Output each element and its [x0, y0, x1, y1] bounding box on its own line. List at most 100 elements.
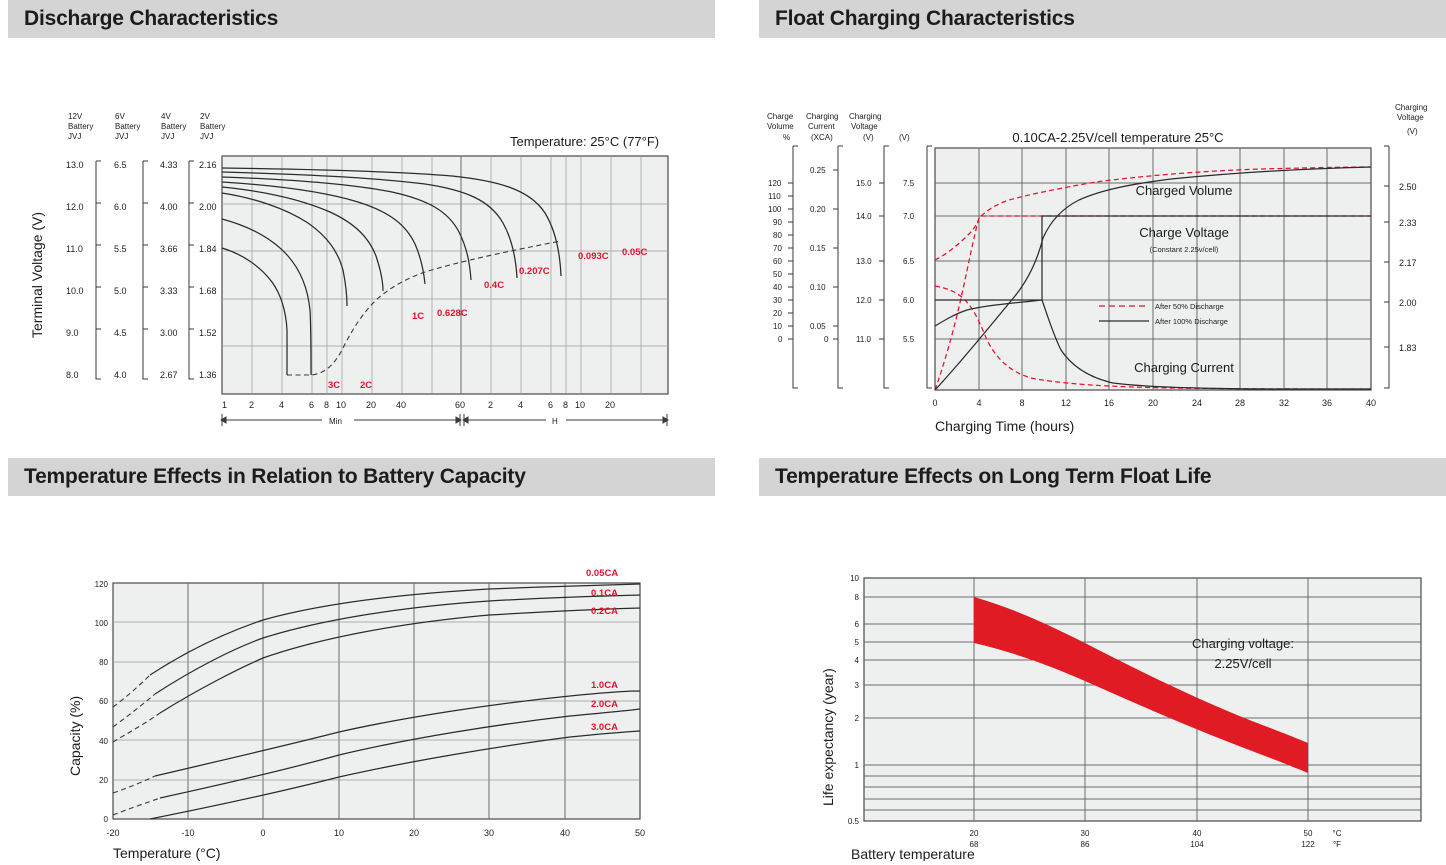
tempcap-ytick-2: 40	[99, 737, 108, 746]
discharge-xticks: 1 2 4 6 8 10 20 40 60 2 4 6 8 10 20	[222, 400, 615, 410]
float-vol-10: 20	[773, 309, 782, 318]
tempcap-ytick-1: 20	[99, 776, 108, 785]
tempcap-label-10ca: 1.0CA	[591, 680, 618, 691]
discharge-yaxis-headers: 12V Battery JVJ 6V Battery JVJ 4V Batter…	[68, 112, 225, 141]
floatlife-yticks: 10 8 6 5 4 3 2 1 0.5	[848, 574, 860, 826]
float-xlabel: Charging Time (hours)	[935, 418, 1074, 434]
yaxis-12v-header-3: JVJ	[68, 132, 81, 141]
tempcap-yticks: 0 20 40 60 80 100 120	[95, 580, 109, 824]
float-vol-12: 0	[778, 335, 783, 344]
float-vol-2: 100	[768, 205, 782, 214]
float-yaxis-current-h1: Charging	[806, 112, 838, 121]
discharge-plot-frame	[221, 155, 669, 395]
floatlife-xtick-f-1: 86	[1081, 840, 1090, 849]
panel-float: Float Charging Characteristics Charge Vo…	[751, 0, 1446, 450]
floatlife-ytick-5: 3	[855, 681, 860, 690]
float-right-3: 2.00	[1399, 298, 1417, 308]
float-ytick-volume: 120 110 100 90 80 70 60 50 40 30 20 10 0	[768, 179, 783, 344]
xtick-12: 8	[563, 400, 568, 410]
floatlife-xtick-f-2: 104	[1190, 840, 1204, 849]
ytick-12v-2: 11.0	[66, 244, 83, 254]
panel-tempcap: Temperature Effects in Relation to Batte…	[0, 458, 723, 865]
tempcap-xtick-3: 10	[334, 828, 344, 838]
float-xtick-6: 24	[1192, 398, 1202, 408]
floatlife-xtick-f-3: 122	[1301, 840, 1315, 849]
xtick-6: 20	[366, 400, 376, 410]
ytick-12v-4: 9.0	[66, 328, 79, 338]
yaxis-4v-header-2: Battery	[161, 122, 186, 131]
tempcap-ytick-3: 60	[99, 697, 108, 706]
float-cur-4: 0.05	[810, 322, 826, 331]
tempcap-xtick-1: -10	[181, 828, 194, 838]
yaxis-6v-header-2: Battery	[115, 122, 140, 131]
xtick-8: 60	[455, 400, 465, 410]
discharge-ylabel: Terminal Voltage (V)	[29, 212, 45, 338]
floatlife-xtick-f-0: 68	[970, 840, 979, 849]
float-cell-2: 6.5	[903, 257, 915, 266]
curve-label-005c: 0.05C	[622, 247, 647, 258]
xtick-0: 1	[222, 400, 227, 410]
floatlife-ytick-2: 6	[855, 620, 860, 629]
discharge-gridlines	[222, 156, 668, 394]
tempcap-ylabel: Capacity (%)	[67, 696, 83, 776]
float-cell-1: 7.0	[903, 212, 915, 221]
ytick-6v-5: 4.0	[114, 370, 127, 380]
ytick-2v-3: 1.68	[199, 286, 217, 296]
tempcap-xtick-6: 40	[560, 828, 570, 838]
tempcap-xtick-2: 0	[260, 828, 265, 838]
panel-discharge-header: Discharge Characteristics	[8, 0, 715, 38]
tempcap-xtick-0: -20	[106, 828, 119, 838]
yaxis-6v-header-3: JVJ	[115, 132, 128, 141]
yaxis-6v-header-1: 6V	[115, 112, 125, 121]
float-label-charge-voltage: Charge Voltage	[1139, 225, 1229, 240]
float-xtick-7: 28	[1235, 398, 1245, 408]
floatlife-xunit-f: °F	[1333, 840, 1341, 849]
xtick-11: 6	[548, 400, 553, 410]
discharge-ytick-12v: 13.0 12.0 11.0 10.0 9.0 8.0	[66, 160, 84, 380]
float-yaxis-volume-h1: Charge	[767, 112, 794, 121]
float-yaxis-current-h3: (XCA)	[811, 133, 833, 142]
floatlife-band	[974, 597, 1308, 773]
floatlife-xlabel: Battery temperature	[851, 846, 975, 861]
curve-label-3c: 3C	[328, 380, 340, 391]
floatlife-chart: 10 8 6 5 4 3 2 1 0.5 Charging voltage: 2…	[751, 496, 1446, 861]
tempcap-xticks: -20 -10 0 10 20 30 40 50	[106, 828, 645, 838]
discharge-ytick-2v: 2.16 2.00 1.84 1.68 1.52 1.36	[199, 160, 217, 380]
float-ytick-voltage: 15.0 14.0 13.0 12.0 11.0	[856, 179, 872, 344]
floatlife-xtick-c-3: 50	[1304, 829, 1313, 838]
xtick-4: 8	[324, 400, 329, 410]
xtick-2: 4	[279, 400, 284, 410]
ytick-4v-3: 3.33	[160, 286, 178, 296]
float-yaxis-volume-h2: Volume	[767, 122, 794, 131]
ytick-2v-4: 1.52	[199, 328, 217, 338]
float-xtick-2: 8	[1019, 398, 1024, 408]
floatlife-annotation-line2: 2.25V/cell	[1214, 656, 1271, 671]
panel-discharge: Discharge Characteristics 12V Battery JV…	[0, 0, 723, 450]
tempcap-xtick-5: 30	[484, 828, 494, 838]
tempcap-label-01ca: 0.1CA	[591, 588, 618, 599]
ytick-6v-0: 6.5	[114, 160, 127, 170]
tempcap-xtick-7: 50	[635, 828, 645, 838]
tempcap-curves	[149, 583, 641, 820]
float-yaxis-voltage-h2: Voltage	[851, 122, 878, 131]
float-volume-ticks	[788, 182, 793, 340]
ytick-12v-1: 12.0	[66, 202, 84, 212]
ytick-2v-5: 1.36	[199, 370, 217, 380]
ytick-6v-1: 6.0	[114, 202, 127, 212]
curve-label-0207c: 0.207C	[519, 266, 550, 277]
ytick-12v-5: 8.0	[66, 370, 79, 380]
float-yaxis-right-h2: Voltage	[1397, 113, 1424, 122]
tempcap-label-005ca: 0.05CA	[586, 568, 618, 579]
float-xtick-3: 12	[1061, 398, 1071, 408]
floatlife-ytick-6: 2	[855, 714, 860, 723]
float-yaxis-cell-h1: (V)	[899, 133, 910, 142]
floatlife-xticks: 20 68 30 86 40 104 50 122 °C °F	[970, 829, 1342, 849]
discharge-scale-brackets	[95, 160, 194, 380]
legend-label-100pct: After 100% Discharge	[1155, 317, 1228, 326]
float-yaxis-voltage-h1: Charging	[849, 112, 881, 121]
float-vol-11: 10	[773, 322, 782, 331]
float-xtick-0: 0	[932, 398, 937, 408]
xtick-5: 10	[336, 400, 346, 410]
float-cell-0: 7.5	[903, 179, 915, 188]
